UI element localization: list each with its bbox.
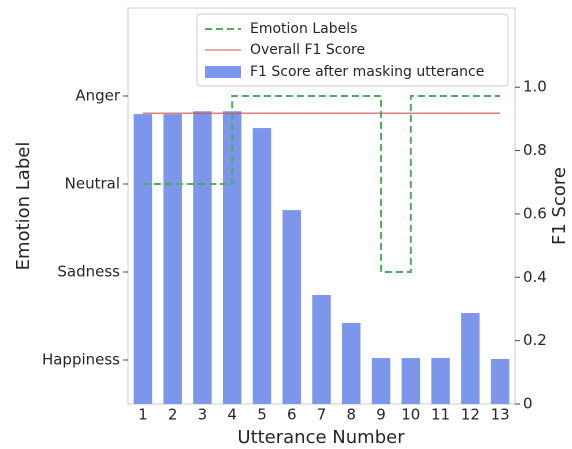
bar <box>490 359 510 404</box>
y2-tick-label: 0 <box>523 395 533 413</box>
x-tick-label: 13 <box>491 406 510 424</box>
x-tick-label: 11 <box>431 406 450 424</box>
y2-tick-label: 0.2 <box>523 331 547 349</box>
legend-label: Emotion Labels <box>250 21 357 37</box>
legend-swatch <box>205 66 241 78</box>
x-tick-label: 1 <box>138 406 148 424</box>
x-tick-label: 4 <box>227 406 237 424</box>
bar <box>431 358 450 404</box>
y2-tick-label: 0.8 <box>523 141 547 159</box>
bar <box>133 114 153 405</box>
y2-tick-label: 1.0 <box>523 78 547 96</box>
bar <box>163 114 182 405</box>
y-axis-label: Emotion Label <box>13 142 34 271</box>
bar <box>282 210 301 404</box>
x-tick-label: 7 <box>317 406 327 424</box>
bar <box>401 358 421 404</box>
bar <box>371 358 391 404</box>
x-tick-label: 5 <box>257 406 267 424</box>
bar <box>312 295 331 404</box>
x-tick-label: 9 <box>376 406 386 424</box>
bar <box>342 322 361 404</box>
x-axis-label: Utterance Number <box>237 427 405 448</box>
x-tick-label: 3 <box>198 406 208 424</box>
step-line <box>142 95 501 273</box>
legend: Emotion Labels Overall F1 Score F1 Score… <box>196 13 509 87</box>
legend-label: F1 Score after masking utterance <box>250 64 484 80</box>
legend-label: Overall F1 Score <box>250 42 365 58</box>
x-tick-label: 12 <box>461 406 480 424</box>
y2-tick-label: 0.4 <box>523 268 547 286</box>
y-tick-label: Sadness <box>57 263 120 281</box>
legend-box <box>196 13 509 87</box>
x-tick-label: 10 <box>401 406 420 424</box>
x-tick-label: 6 <box>287 406 297 424</box>
bar <box>193 111 212 405</box>
y2-axis-label: F1 Score <box>549 167 570 245</box>
y-tick-label: Happiness <box>42 351 120 369</box>
y-tick-label: Anger <box>75 87 121 105</box>
bar <box>222 111 242 405</box>
bar <box>252 128 272 404</box>
marks: Happiness Sadness Neutral Anger 0 0.2 0.4 0.6 0.… <box>42 78 547 424</box>
x-tick-label: 8 <box>346 406 356 424</box>
y-tick-label: Neutral <box>65 175 120 193</box>
y2-tick-label: 0.6 <box>523 204 547 222</box>
x-tick-label: 2 <box>168 406 178 424</box>
bar <box>461 313 480 404</box>
